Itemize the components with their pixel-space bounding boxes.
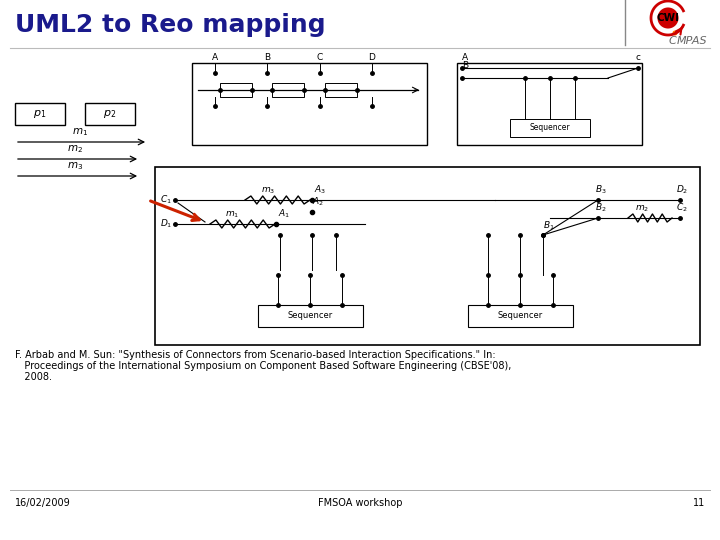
Bar	[258, 305, 363, 327]
Text: C: C	[317, 53, 323, 62]
Text: c: c	[636, 53, 641, 62]
Text: 11: 11	[693, 498, 705, 508]
Text: UML2 to Reo mapping: UML2 to Reo mapping	[15, 13, 325, 37]
Bar	[468, 305, 573, 327]
Text: $m_1$: $m_1$	[72, 126, 88, 138]
Circle shape	[657, 8, 678, 29]
Text: B: B	[462, 61, 468, 70]
Bar	[457, 63, 642, 145]
Bar	[220, 83, 252, 97]
Bar	[510, 119, 590, 137]
Text: $B_1$: $B_1$	[543, 219, 554, 232]
Text: $C_1$: $C_1$	[160, 194, 172, 206]
Text: MPAS: MPAS	[677, 36, 708, 46]
Text: F. Arbab and M. Sun: "Synthesis of Connectors from Scenario-based Interaction Sp: F. Arbab and M. Sun: "Synthesis of Conne…	[15, 350, 495, 360]
Bar	[85, 103, 135, 125]
Text: 16/02/2009: 16/02/2009	[15, 498, 71, 508]
Text: Sequencer: Sequencer	[498, 312, 543, 321]
Text: A: A	[462, 53, 468, 62]
Bar	[15, 103, 65, 125]
Text: FMSOA workshop: FMSOA workshop	[318, 498, 402, 508]
Text: CWI: CWI	[657, 13, 680, 23]
Text: $p_2$: $p_2$	[104, 108, 117, 120]
Bar	[272, 83, 304, 97]
Text: $A_1$: $A_1$	[278, 207, 290, 220]
Text: Proceedings of the International Symposium on Component Based Software Engineeri: Proceedings of the International Symposi…	[15, 361, 511, 371]
Text: $m_2$: $m_2$	[635, 204, 649, 214]
Text: $D_1$: $D_1$	[160, 218, 172, 230]
Text: D: D	[369, 53, 375, 62]
Bar	[155, 167, 700, 345]
Text: $m_3$: $m_3$	[67, 160, 83, 172]
Text: $m_2$: $m_2$	[67, 143, 83, 155]
Text: $B_3$: $B_3$	[595, 184, 607, 196]
Text: Sequencer: Sequencer	[287, 312, 333, 321]
Text: $D_2$: $D_2$	[676, 184, 688, 196]
Text: $A_3$: $A_3$	[314, 184, 326, 196]
Text: $m_3$: $m_3$	[261, 186, 275, 196]
Text: $C_2$: $C_2$	[676, 201, 688, 214]
Text: Sequencer: Sequencer	[530, 124, 570, 132]
Text: $p_1$: $p_1$	[33, 108, 47, 120]
Text: A: A	[212, 53, 218, 62]
Bar	[325, 83, 357, 97]
Text: $A_2$: $A_2$	[312, 195, 324, 208]
Text: $m_1$: $m_1$	[225, 210, 239, 220]
Text: B: B	[264, 53, 270, 62]
Text: $B_2$: $B_2$	[595, 201, 606, 214]
Circle shape	[672, 30, 678, 36]
Bar	[192, 63, 427, 145]
Text: C: C	[669, 36, 677, 46]
Text: 2008.: 2008.	[15, 372, 52, 382]
